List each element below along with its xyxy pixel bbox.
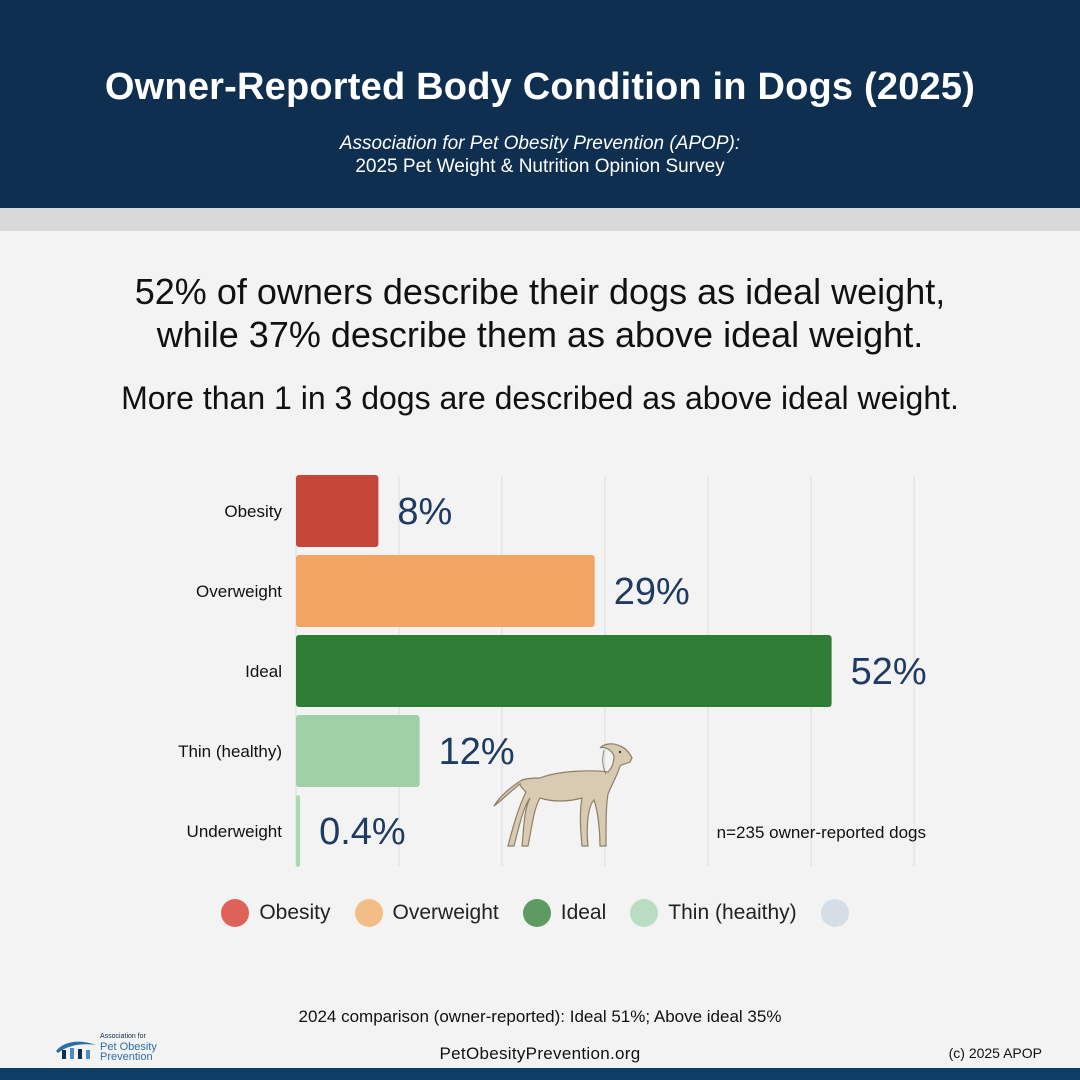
category-label: Overweight xyxy=(196,582,282,601)
legend-label: Overweight xyxy=(392,901,499,924)
legend-item-obesity: Obesity xyxy=(221,899,331,927)
dog-ear xyxy=(602,749,607,775)
subtitle-line-2: 2025 Pet Weight & Nutrition Opinion Surv… xyxy=(355,156,725,177)
chart-category-labels: Obesity Overweight Ideal Thin (healthy) Unde… xyxy=(178,502,282,841)
footer-bar xyxy=(0,1068,1080,1080)
divider-band xyxy=(0,208,1080,231)
comparison-note: 2024 comparison (owner-reported): Ideal … xyxy=(298,1007,782,1026)
legend-item-overweight: Overweight xyxy=(354,899,499,927)
value-label: 52% xyxy=(851,651,927,693)
page-subtitle: Association for Pet Obesity Prevention (… xyxy=(0,132,1080,178)
legend-item-ideal: Ideal xyxy=(522,899,607,927)
apop-logo: Association for Pet Obesity Prevention xyxy=(54,1033,184,1065)
bar-obesity xyxy=(296,475,379,547)
category-label: Obesity xyxy=(224,502,282,521)
headline-line-2: while 37% describe them as above ideal w… xyxy=(156,314,924,355)
bar-overweight xyxy=(296,555,595,627)
copyright-text: (c) 2025 APOP xyxy=(948,1045,1042,1061)
website-link[interactable]: PetObesityPrevention.org xyxy=(439,1044,641,1063)
chart-value-labels: 8% 29% 52% 12% 0.4% xyxy=(319,491,927,853)
bar-ideal xyxy=(296,635,832,707)
headline: 52% of owners describe their dogs as ide… xyxy=(0,270,1080,356)
legend-swatch xyxy=(522,899,551,927)
legend-swatch xyxy=(630,899,659,927)
legend-item-thin: Thin (heaithy) xyxy=(630,899,797,927)
value-label: 0.4% xyxy=(319,811,406,853)
dog-illustration xyxy=(493,743,633,847)
legend-swatch xyxy=(354,899,383,927)
subtitle-line-1: Association for Pet Obesity Prevention (… xyxy=(339,133,741,154)
value-label: 29% xyxy=(614,571,690,613)
legend-label: Thin (heaithy) xyxy=(668,901,797,924)
bar-underweight xyxy=(296,795,301,867)
callout-text: More than 1 in 3 dogs are described as a… xyxy=(121,380,959,416)
chart-bars xyxy=(296,475,832,867)
page-title: Owner-Reported Body Condition in Dogs (2… xyxy=(104,66,976,108)
dog-body xyxy=(493,743,633,847)
category-label: Ideal xyxy=(245,662,282,681)
logo-text-line-3: Prevention xyxy=(100,1051,153,1063)
legend-swatch xyxy=(820,899,849,927)
value-label: 12% xyxy=(439,731,515,773)
category-label: Underweight xyxy=(187,822,283,841)
sample-size-annotation: n=235 owner-reported dogs xyxy=(717,823,926,842)
legend-label: Obesity xyxy=(259,901,331,924)
logo-text-line-1: Association for xyxy=(100,1033,146,1040)
logo-mark-icon xyxy=(56,1041,96,1059)
logo-text-line-2: Pet Obesity xyxy=(100,1041,157,1053)
bar-chart: Obesity Overweight Ideal Thin (healthy) Unde… xyxy=(178,475,927,867)
legend-swatch xyxy=(221,899,250,927)
headline-line-1: 52% of owners describe their dogs as ide… xyxy=(134,271,946,312)
value-label: 8% xyxy=(397,491,452,533)
header-banner: Owner-Reported Body Condition in Dogs (2… xyxy=(0,0,1080,208)
legend-item-underweight xyxy=(820,899,859,927)
bar-thin-healthy xyxy=(296,715,420,787)
legend-label: Ideal xyxy=(560,901,607,924)
dog-eye xyxy=(618,750,622,754)
category-label: Thin (healthy) xyxy=(178,742,282,761)
chart-legend: Obesity Overweight Ideal Thin (heaithy) xyxy=(0,897,1080,929)
